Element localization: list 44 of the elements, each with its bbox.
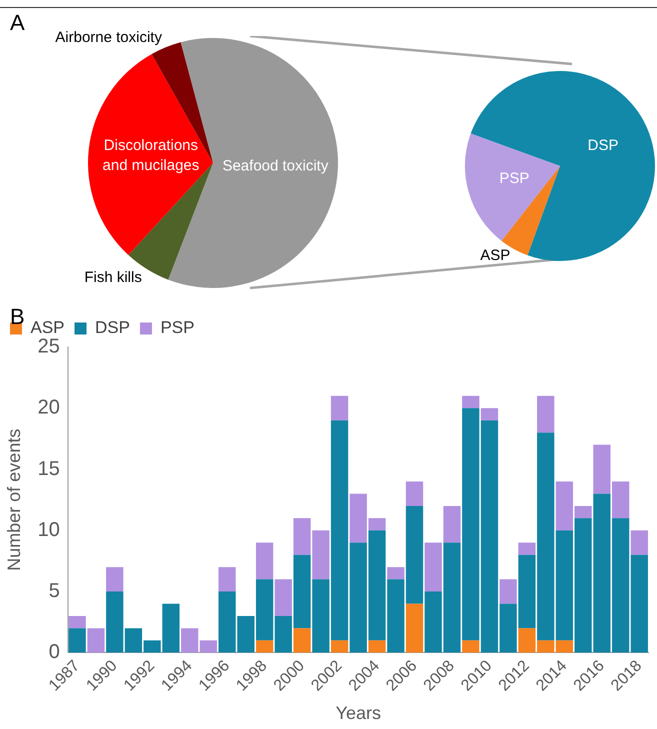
bar	[274, 579, 292, 616]
bar	[480, 408, 498, 420]
slice-label: Airborne toxicity	[55, 29, 162, 46]
y-tick-label: 20	[38, 396, 60, 419]
slice-label: DSP	[588, 137, 618, 154]
y-tick-label: 5	[48, 580, 60, 602]
bar	[368, 640, 386, 653]
legend-label: PSP	[160, 318, 194, 338]
bar	[256, 542, 274, 580]
bar	[387, 567, 404, 580]
bar	[218, 567, 236, 592]
text: B	[10, 304, 25, 330]
legend-label: ASP	[30, 318, 65, 338]
bar	[500, 579, 517, 604]
bar	[256, 640, 274, 653]
bar	[462, 396, 480, 408]
bar	[406, 604, 424, 653]
bar	[330, 396, 348, 420]
bar	[443, 506, 461, 543]
bar	[537, 396, 554, 433]
legend-label: DSP	[95, 318, 130, 338]
slice-label: Fish kills	[84, 268, 142, 286]
bar	[106, 567, 124, 592]
bar	[462, 640, 480, 653]
slice-label: Discolorations and mucilages	[102, 136, 200, 174]
y-tick-label: 10	[38, 518, 60, 541]
slice-label: PSP	[499, 170, 530, 188]
slice-label: ASP	[480, 246, 510, 264]
bar	[630, 530, 648, 555]
bar	[406, 481, 424, 506]
bar	[68, 616, 86, 628]
bar	[68, 628, 86, 653]
y-axis-title: Number of events	[4, 428, 24, 571]
y-tick-label: 15	[38, 458, 60, 480]
slice-label: Seafood toxicity	[222, 157, 329, 174]
y-tick-label: 25	[38, 336, 60, 358]
bar	[330, 640, 348, 653]
x-axis-title: Years	[336, 703, 381, 724]
bar	[518, 542, 536, 555]
bar	[424, 542, 442, 592]
bar	[87, 628, 105, 653]
y-tick-label: 0	[48, 641, 60, 664]
bar	[293, 628, 311, 653]
text: A	[10, 10, 25, 36]
